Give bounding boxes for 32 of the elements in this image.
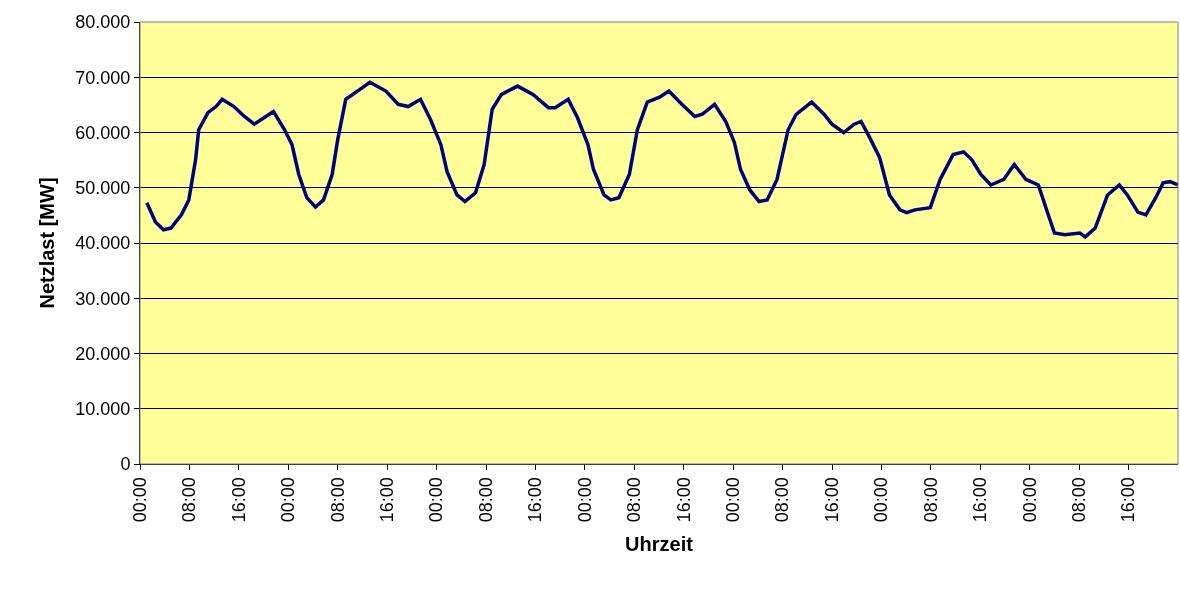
x-tick-label: 00:00 xyxy=(722,477,743,523)
x-tick-label: 00:00 xyxy=(871,477,892,523)
y-tick-label: 20.000 xyxy=(75,343,131,364)
x-tick-label: 16:00 xyxy=(673,477,694,523)
x-tick-label: 16:00 xyxy=(228,477,249,523)
y-axis-title: Netzlast [MW] xyxy=(35,177,58,309)
x-tick-label: 08:00 xyxy=(772,477,793,523)
y-tick-label: 40.000 xyxy=(75,233,131,254)
x-tick-label: 00:00 xyxy=(1019,477,1040,523)
x-tick-label: 16:00 xyxy=(376,477,397,523)
y-tick-label: 50.000 xyxy=(75,178,131,199)
x-tick-label: 00:00 xyxy=(574,477,595,523)
x-tick-label: 16:00 xyxy=(970,477,991,523)
x-tick-label: 00:00 xyxy=(129,477,150,523)
x-tick-label: 16:00 xyxy=(1118,477,1139,523)
x-tick-label: 08:00 xyxy=(475,477,496,523)
x-tick-label: 16:00 xyxy=(525,477,546,523)
x-tick-label: 08:00 xyxy=(1068,477,1089,523)
y-tick-label: 0 xyxy=(120,454,131,475)
y-tick-label: 60.000 xyxy=(75,122,131,143)
x-tick-label: 00:00 xyxy=(278,477,299,523)
y-tick-label: 80.000 xyxy=(75,12,131,33)
x-tick-label: 16:00 xyxy=(821,477,842,523)
x-tick-label: 08:00 xyxy=(624,477,645,523)
x-tick-label: 08:00 xyxy=(327,477,348,523)
y-tick-label: 30.000 xyxy=(75,288,131,309)
x-tick-label: 00:00 xyxy=(426,477,447,523)
y-tick-label: 10.000 xyxy=(75,399,131,420)
x-axis-title: Uhrzeit xyxy=(625,532,694,555)
x-tick-label: 08:00 xyxy=(920,477,941,523)
y-tick-label: 70.000 xyxy=(75,67,131,88)
x-tick-label: 08:00 xyxy=(179,477,200,523)
